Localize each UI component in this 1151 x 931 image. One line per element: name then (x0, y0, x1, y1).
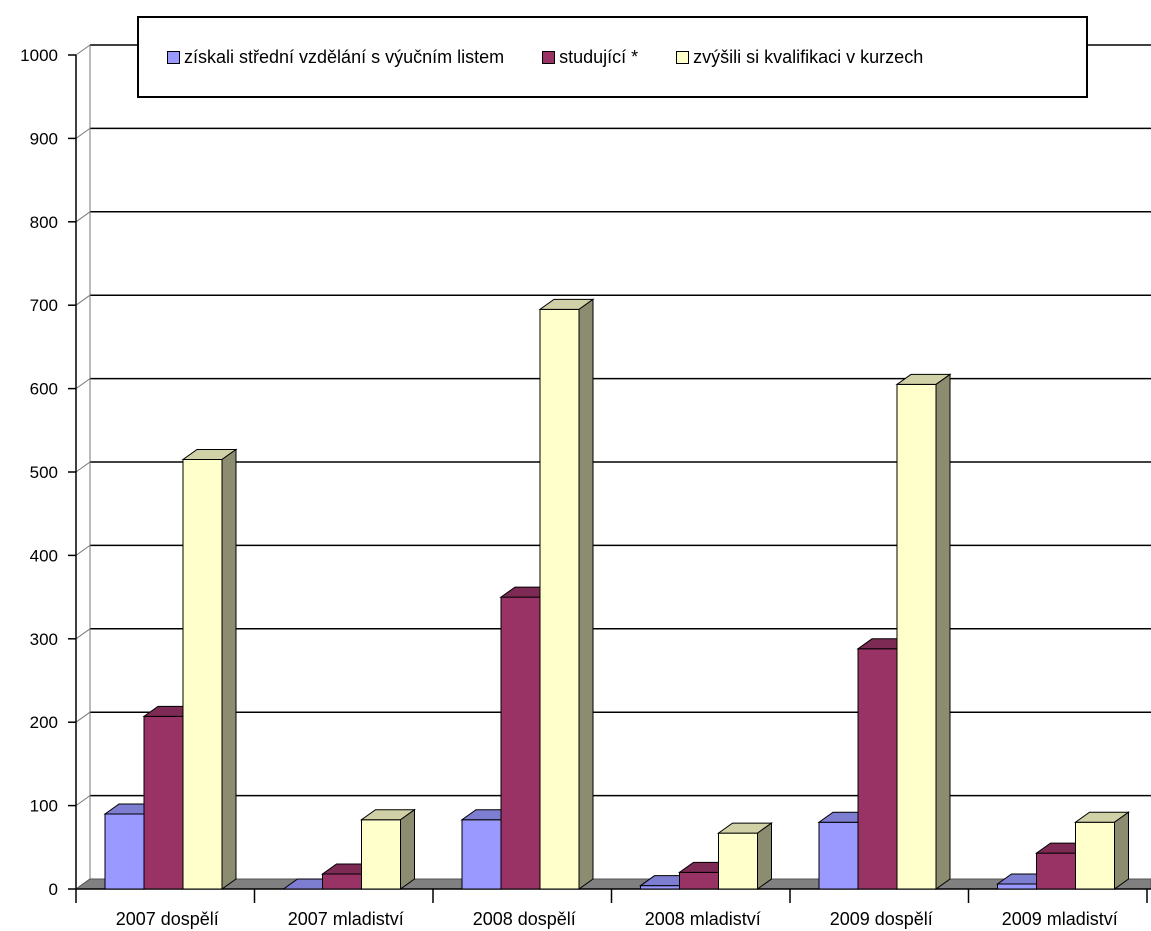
x-tick-label: 2007 mladiství (288, 909, 404, 929)
bar-front (679, 871, 719, 890)
x-tick-label: 2007 dospělí (116, 909, 219, 929)
legend-label-2: studující * (559, 46, 639, 67)
bar-front (896, 383, 937, 890)
bar-front (640, 885, 680, 890)
y-tick-labels: 0 100 200 300 400 500 600 700 800 900 1000 (20, 46, 58, 899)
bar (359, 808, 417, 890)
bar-side (578, 298, 594, 890)
gridline-wall-connector (75, 628, 91, 640)
bar-front (182, 458, 223, 890)
legend-swatch-3 (676, 50, 690, 64)
y-tick-label: 1000 (20, 46, 58, 65)
gridline-wall-connector (75, 544, 91, 556)
y-tick-label: 0 (49, 880, 58, 899)
y-tick-label: 700 (30, 296, 58, 315)
legend-item-2: studující * (542, 47, 638, 68)
y-tick-label: 800 (30, 213, 58, 232)
bar-side (935, 373, 951, 890)
bar (538, 298, 595, 890)
bar-front (143, 715, 184, 890)
bar (1073, 811, 1131, 890)
bar-front (818, 821, 859, 890)
bar-front (1036, 852, 1076, 890)
gridline-wall-connector (75, 127, 91, 139)
bar-front (104, 813, 145, 890)
y-tick-label: 500 (30, 463, 58, 482)
bar-front (500, 596, 541, 890)
gridline-wall-connector (75, 795, 91, 807)
gridline-wall-connector (75, 378, 91, 390)
floor (74, 878, 1151, 890)
legend-item-1: získali střední vzdělání s výučním liste… (167, 47, 504, 68)
gridline-wall-connector (75, 461, 91, 473)
bar (181, 448, 238, 890)
bar-front (461, 819, 502, 890)
bars (103, 298, 1131, 890)
gridline-wall-connector (75, 211, 91, 223)
bar-front (361, 819, 401, 890)
bar (716, 822, 774, 890)
bar-front (857, 648, 898, 890)
y-tick-label: 100 (30, 797, 58, 816)
legend: získali střední vzdělání s výučním liste… (137, 16, 1088, 98)
y-tick-label: 600 (30, 380, 58, 399)
bar-side (221, 448, 237, 890)
bar-side (757, 822, 772, 890)
y-tick-label: 900 (30, 129, 58, 148)
gridline-wall-connector (75, 294, 91, 306)
bar-front (1075, 821, 1115, 890)
bar-side (400, 808, 415, 890)
x-tick-label: 2008 dospělí (473, 909, 576, 929)
bar-side (1114, 811, 1129, 890)
x-tick-label: 2009 dospělí (830, 909, 933, 929)
x-tick-label: 2008 mladiství (645, 909, 761, 929)
legend-label-3: zvýšili si kvalifikaci v kurzech (693, 46, 924, 67)
legend-label-1: získali střední vzdělání s výučním liste… (184, 46, 505, 67)
bar-front (322, 873, 362, 890)
legend-swatch-2 (542, 50, 556, 64)
x-tick-labels: 2007 dospělí 2007 mladiství 2008 dospělí 20… (116, 909, 1118, 929)
gridlines (75, 44, 1151, 890)
gridline-wall-connector (75, 44, 91, 56)
bar-front (997, 883, 1037, 890)
bar-front (718, 832, 758, 890)
bar (895, 373, 952, 890)
gridline-wall-connector (75, 711, 91, 723)
y-tick-label: 400 (30, 546, 58, 565)
y-tick-label: 200 (30, 713, 58, 732)
y-tick-label: 300 (30, 630, 58, 649)
bar-front (539, 308, 580, 890)
x-tick-label: 2009 mladiství (1002, 909, 1118, 929)
legend-item-3: zvýšili si kvalifikaci v kurzech (676, 47, 923, 68)
legend-swatch-1 (167, 50, 180, 64)
